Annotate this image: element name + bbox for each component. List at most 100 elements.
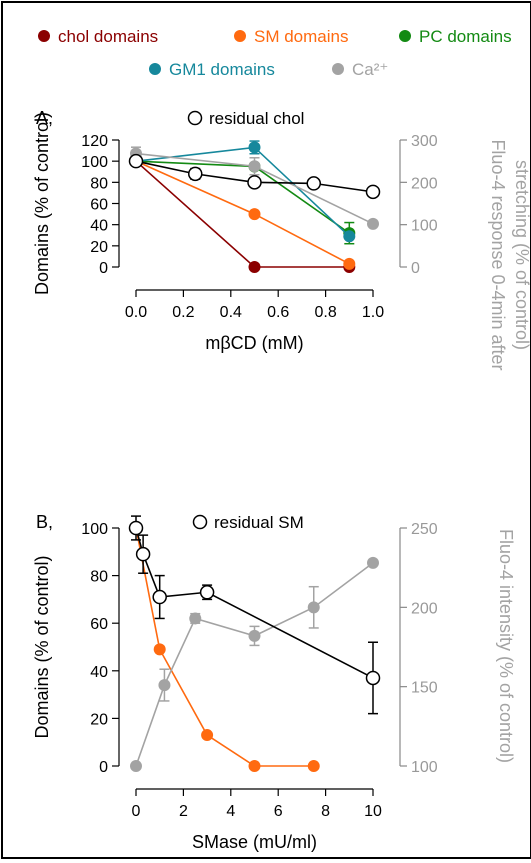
series-ca: [130, 556, 379, 772]
left-tick-label: 0: [99, 759, 108, 776]
data-point: [306, 176, 321, 191]
left-tick-label: 20: [90, 711, 108, 728]
legend-item-pc-domains: PC domains: [399, 27, 512, 46]
legend-label: chol domains: [58, 27, 158, 46]
data-point: [248, 261, 261, 273]
legend-item-ca: Ca²⁺: [332, 60, 388, 79]
left-tick-label: 0: [99, 260, 108, 277]
x-tick-label: 0.2: [172, 304, 194, 321]
legend: chol domains SM domains PC domains GM1 doma…: [38, 27, 512, 79]
x-tick-label: 0.0: [125, 304, 147, 321]
x-axis-title: SMase (mU/ml): [192, 832, 317, 852]
data-point: [188, 166, 203, 182]
left-tick-label: 120: [81, 133, 108, 150]
legend-label: SM domains: [254, 27, 348, 46]
left-tick-label: 80: [90, 569, 108, 586]
x-axis-title: mβCD (mM): [205, 333, 303, 353]
data-point: [367, 556, 379, 569]
data-point: [153, 643, 166, 656]
right-axis-title: Fluo-4 response 0-4min after: [488, 139, 508, 370]
data-point: [365, 184, 381, 200]
series-line: [135, 527, 374, 679]
legend-marker: [149, 63, 161, 75]
right-tick-label: 300: [411, 133, 438, 150]
data-point: [128, 153, 144, 169]
panel-a: A, residual chol 0 20 40 60 80 100 120 Domains (%…: [32, 108, 531, 371]
series-residual-sm: [128, 515, 381, 715]
legend-marker: [234, 30, 246, 42]
right-tick-label: 100: [411, 759, 438, 776]
left-tick-label: 40: [90, 664, 108, 681]
data-point: [130, 760, 142, 772]
legend-label: PC domains: [419, 27, 512, 46]
data-point: [158, 679, 171, 692]
legend-label: Ca²⁺: [352, 60, 388, 79]
data-point: [247, 175, 262, 190]
inline-legend-label: residual SM: [214, 513, 304, 532]
legend-item-chol-domains: chol domains: [38, 27, 158, 46]
right-tick-label: 100: [411, 218, 438, 235]
left-tick-label: 100: [81, 521, 108, 538]
legend-item-gm1-domains: GM1 domains: [149, 60, 275, 79]
data-point: [307, 760, 320, 772]
data-point: [343, 230, 356, 243]
x-tick-label: 8: [321, 803, 330, 820]
data-point: [248, 629, 261, 642]
right-tick-label: 250: [411, 521, 438, 538]
left-tick-label: 40: [90, 218, 108, 235]
series-sm-domains: [130, 522, 320, 772]
x-tick-label: 2: [179, 803, 188, 820]
data-point: [307, 601, 320, 614]
data-point: [248, 160, 261, 173]
series-line: [135, 562, 374, 767]
data-point: [367, 217, 379, 230]
x-tick-label: 0.4: [220, 304, 242, 321]
x-tick-label: 0: [132, 803, 141, 820]
left-tick-label: 60: [90, 616, 108, 633]
data-point: [365, 670, 381, 686]
right-axis-title-line2: stretching (% of control): [512, 160, 531, 350]
series-ca: [130, 146, 379, 230]
series-residual-chol: [128, 153, 381, 200]
x-tick-label: 6: [274, 803, 283, 820]
inline-legend-marker: [192, 514, 208, 530]
data-point: [135, 546, 151, 562]
left-axis-title: Domains (% of control): [32, 112, 52, 295]
data-point: [248, 208, 261, 221]
data-point: [248, 760, 261, 772]
legend-marker: [38, 30, 50, 42]
x-tick-label: 1.0: [362, 304, 384, 321]
x-tick-label: 4: [226, 803, 235, 820]
left-tick-label: 60: [90, 197, 108, 214]
series-line: [135, 160, 350, 268]
legend-marker: [332, 63, 344, 75]
data-point: [199, 585, 215, 600]
data-point: [128, 520, 144, 536]
series-line: [135, 160, 350, 265]
panel-label: A,: [36, 108, 53, 128]
data-point: [152, 589, 167, 605]
left-tick-label: 20: [90, 239, 108, 256]
series-sm-domains: [130, 155, 356, 270]
left-tick-label: 100: [81, 154, 108, 171]
right-tick-label: 0: [411, 260, 420, 277]
legend-item-sm-domains: SM domains: [234, 27, 348, 46]
legend-marker: [399, 30, 411, 42]
right-axis-title: Fluo-4 intensity (% of control): [496, 529, 516, 763]
legend-label: GM1 domains: [169, 60, 275, 79]
right-tick-label: 200: [411, 600, 438, 617]
panel-label: B,: [36, 512, 53, 532]
data-point: [343, 257, 356, 270]
left-axis-title: Domains (% of control): [32, 555, 52, 738]
series-line: [135, 146, 350, 237]
inline-legend-marker: [187, 110, 203, 126]
x-tick-label: 0.8: [314, 304, 336, 321]
data-point: [248, 141, 261, 154]
data-point: [201, 729, 214, 742]
left-tick-label: 80: [90, 175, 108, 192]
right-tick-label: 200: [411, 175, 438, 192]
x-tick-label: 10: [364, 803, 382, 820]
